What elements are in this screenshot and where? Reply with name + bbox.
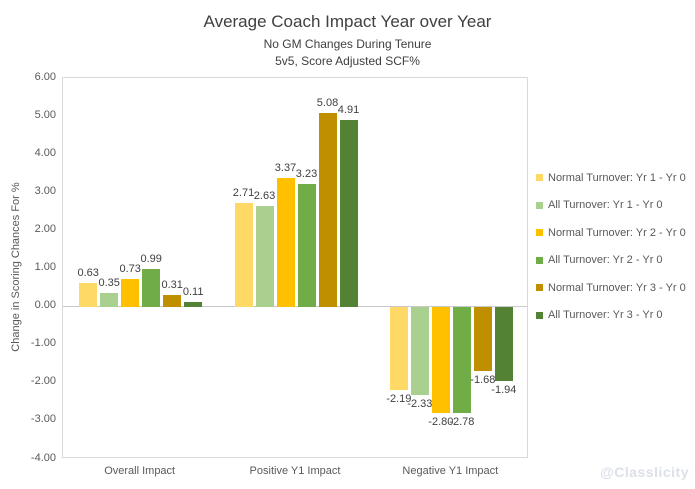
- bar-value-label: -2.78: [449, 415, 475, 428]
- legend-label: All Turnover: Yr 2 - Yr 0: [548, 254, 663, 267]
- legend-label: All Turnover: Yr 3 - Yr 0: [548, 309, 663, 322]
- bar: [276, 178, 295, 307]
- bar-value-label: -2.80: [428, 416, 454, 429]
- y-tick-label: 4.00: [34, 146, 56, 159]
- watermark: @Classlicity: [600, 464, 689, 480]
- legend-color-swatch-icon: [536, 311, 543, 319]
- bar-value-label: 0.35: [98, 277, 120, 290]
- bar: [100, 293, 119, 307]
- bar-value-label: -2.33: [407, 398, 433, 411]
- y-tick-label: 5.00: [34, 108, 56, 121]
- bar-value-label: -1.94: [491, 383, 517, 396]
- bar-value-label: 0.73: [119, 262, 141, 275]
- bar-value-label: -2.19: [386, 393, 412, 406]
- y-tick-label: 0.00: [34, 299, 56, 312]
- bar: [255, 206, 274, 307]
- bar-value-label: 0.63: [77, 266, 99, 279]
- bar: [184, 302, 203, 307]
- bar: [163, 294, 182, 307]
- bar-value-label: 0.31: [161, 278, 183, 291]
- bar-value-label: 3.37: [274, 162, 297, 175]
- zero-axis-line: [63, 306, 527, 308]
- bar-value-label: 4.91: [337, 103, 360, 116]
- bar: [318, 113, 337, 307]
- y-tick-label: 6.00: [34, 70, 56, 83]
- bar: [142, 268, 161, 307]
- legend-color-swatch-icon: [536, 284, 543, 292]
- bar-value-label: 3.23: [295, 167, 318, 180]
- bar: [339, 119, 358, 307]
- legend: Normal Turnover: Yr 1 - Yr 0 All Turnover…: [536, 164, 686, 329]
- legend-item: Normal Turnover: Yr 3 - Yr 0: [536, 274, 686, 302]
- bar: [121, 278, 140, 307]
- y-tick-label: 3.00: [34, 184, 56, 197]
- y-tick-label: -2.00: [30, 375, 56, 388]
- y-tick-label: -3.00: [30, 413, 56, 426]
- bar: [473, 306, 492, 371]
- chart-subtitle-2: 5v5, Score Adjusted SCF%: [275, 54, 420, 68]
- chart-title: Average Coach Impact Year over Year: [203, 12, 492, 31]
- bar-value-label: -1.68: [470, 373, 496, 386]
- y-tick-label: 1.00: [34, 261, 56, 273]
- bar: [410, 306, 429, 396]
- legend-color-swatch-icon: [536, 174, 543, 182]
- legend-label: Normal Turnover: Yr 3 - Yr 0: [548, 281, 686, 294]
- bar-value-label: 2.63: [253, 190, 276, 203]
- legend-color-swatch-icon: [536, 229, 543, 237]
- y-tick-label: -4.00: [30, 451, 56, 464]
- y-tick-label: 2.00: [34, 222, 56, 235]
- bar-value-label: 5.08: [316, 97, 339, 110]
- bar: [389, 306, 408, 391]
- bar: [494, 306, 513, 381]
- y-tick-label: -1.00: [30, 337, 56, 350]
- legend-label: All Turnover: Yr 1 - Yr 0: [548, 199, 663, 212]
- legend-label: Normal Turnover: Yr 2 - Yr 0: [548, 226, 686, 239]
- bar: [431, 306, 450, 414]
- legend-color-swatch-icon: [536, 201, 543, 209]
- legend-item: Normal Turnover: Yr 2 - Yr 0: [536, 219, 686, 247]
- bar: [297, 183, 316, 307]
- legend-label: Normal Turnover: Yr 1 - Yr 0: [548, 171, 686, 184]
- x-category-label: Negative Y1 Impact: [402, 465, 499, 477]
- bar: [79, 282, 98, 307]
- bar: [234, 203, 253, 307]
- legend-item: All Turnover: Yr 1 - Yr 0: [536, 192, 686, 220]
- chart-subtitle-1: No GM Changes During Tenure: [263, 37, 432, 51]
- x-category-label: Positive Y1 Impact: [249, 465, 341, 477]
- bar-value-label: 0.11: [182, 286, 204, 299]
- legend-color-swatch-icon: [536, 256, 543, 264]
- x-category-label: Overall Impact: [104, 465, 176, 477]
- legend-item: All Turnover: Yr 3 - Yr 0: [536, 302, 686, 330]
- bar: [452, 306, 471, 413]
- bar-value-label: 0.99: [140, 252, 162, 265]
- legend-item: All Turnover: Yr 2 - Yr 0: [536, 247, 686, 275]
- legend-item: Normal Turnover: Yr 1 - Yr 0: [536, 164, 686, 192]
- bar-value-label: 2.71: [232, 187, 255, 200]
- plot-area: 0.63 0.35 0.73 0.99 0.31 0.11 2.71 2.63 3.37 3.23…: [62, 77, 528, 458]
